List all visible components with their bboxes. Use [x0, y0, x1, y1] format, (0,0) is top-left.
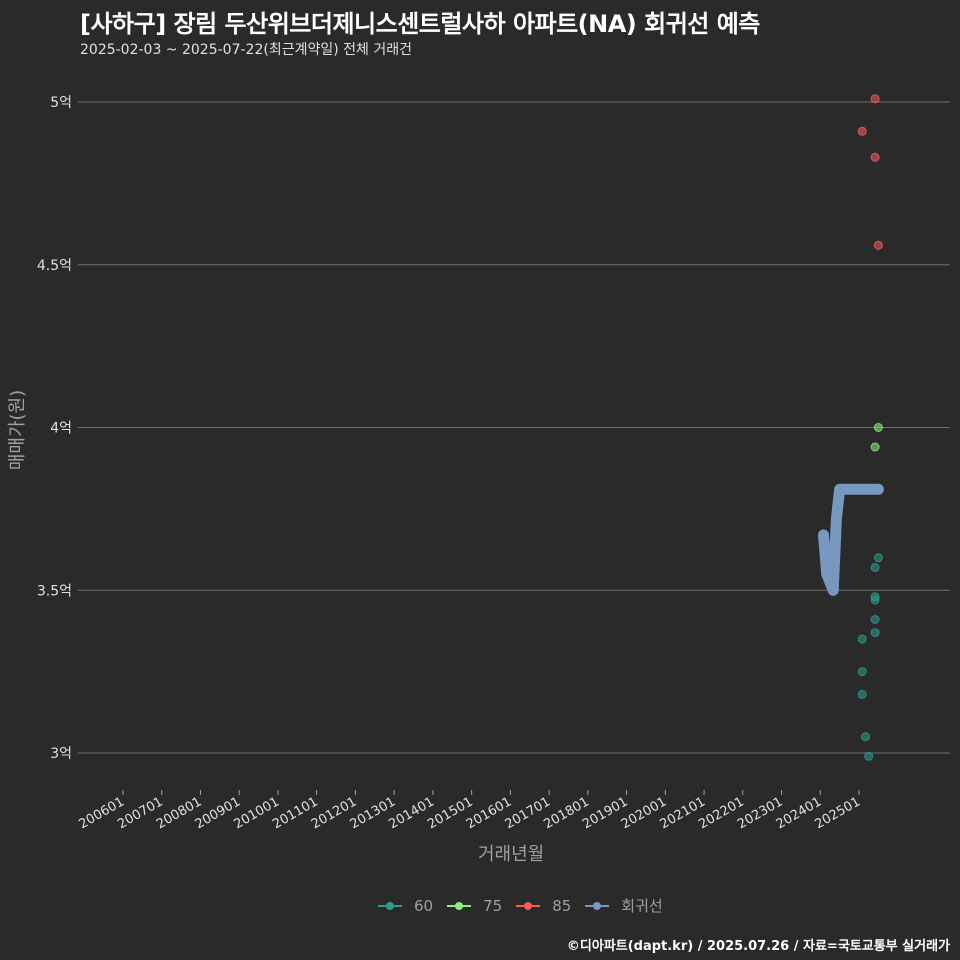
y-tick-label: 3.5억 — [37, 583, 72, 599]
legend-marker-icon — [516, 900, 541, 912]
chart-title: [사하구] 장림 두산위브더제니스센트럴사하 아파트(NA) 회귀선 예측 — [80, 10, 760, 38]
y-tick-label: 3억 — [50, 746, 72, 762]
data-point-60[interactable] — [870, 595, 880, 605]
data-series — [818, 94, 884, 761]
legend-item-60[interactable]: 60 — [378, 897, 433, 915]
data-point-60[interactable] — [870, 563, 880, 572]
data-point-75[interactable] — [873, 423, 883, 432]
data-point-60[interactable] — [873, 553, 883, 563]
y-tick-label: 4.5억 — [37, 258, 72, 274]
legend: 60 75 85 회귀선 — [378, 895, 677, 916]
data-point-85[interactable] — [870, 94, 880, 104]
data-point-85[interactable] — [857, 126, 867, 136]
data-point-85[interactable] — [873, 240, 883, 250]
legend-label: 85 — [552, 896, 572, 915]
data-point-60[interactable] — [861, 732, 870, 742]
y-gridlines — [78, 101, 950, 754]
x-axis-ticks: 2006012007012008012009012010012011012012… — [77, 790, 863, 832]
y-tick-label: 5억 — [50, 95, 72, 111]
data-point-60[interactable] — [857, 689, 867, 699]
y-axis-label: 매매가(원) — [7, 389, 28, 471]
legend-label: 75 — [483, 896, 503, 915]
legend-item-regression[interactable]: 회귀선 — [585, 895, 663, 916]
data-point-60[interactable] — [864, 751, 874, 761]
y-axis-ticks: 3억 3.5억 4억 4.5억 5억 — [37, 95, 72, 762]
data-point-60[interactable] — [870, 628, 880, 638]
regression-line — [818, 483, 884, 596]
chart-subtitle: 2025-02-03 ~ 2025-07-22(최근계약일) 전체 거래건 — [80, 42, 412, 58]
data-point-85[interactable] — [870, 152, 880, 162]
legend-label: 회귀선 — [621, 897, 663, 915]
legend-item-85[interactable]: 85 — [516, 897, 571, 915]
data-point-60[interactable] — [857, 667, 867, 677]
y-tick-label: 4억 — [50, 421, 72, 437]
legend-marker-icon — [447, 900, 472, 912]
x-axis-label: 거래년월 — [478, 844, 545, 865]
legend-marker-icon — [378, 900, 402, 912]
data-point-75[interactable] — [870, 442, 880, 452]
x-tick-label: 202501 — [813, 794, 863, 832]
data-point-60[interactable] — [870, 615, 880, 624]
legend-item-75[interactable]: 75 — [447, 897, 502, 915]
source-credit: ©디아파트(dapt.kr) / 2025.07.26 / 자료=국토교통부 실… — [566, 939, 950, 954]
legend-marker-icon — [585, 900, 610, 912]
legend-label: 60 — [414, 896, 434, 915]
data-point-60[interactable] — [857, 634, 867, 644]
